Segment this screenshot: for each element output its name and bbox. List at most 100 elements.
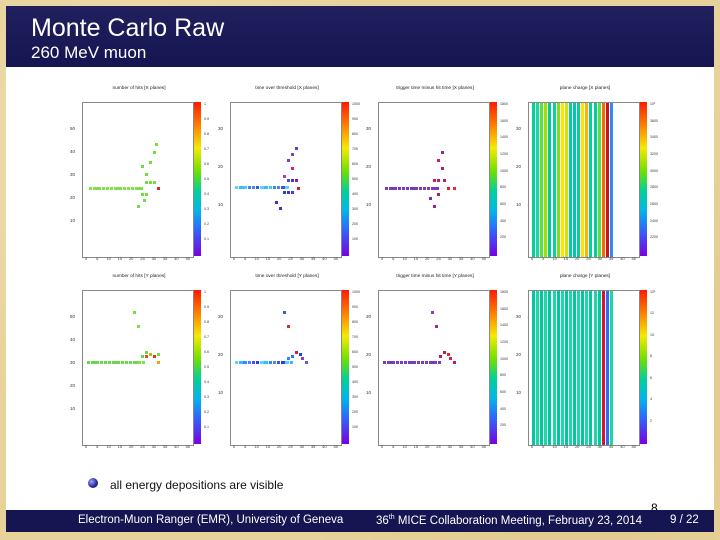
x-tick-label: 5	[244, 444, 247, 449]
hit-cell	[291, 179, 295, 183]
x-tick-label: 15	[117, 444, 123, 449]
hit-cell	[429, 197, 433, 201]
x-tick-label: 10	[254, 256, 259, 261]
x-tick-label: 0	[530, 444, 534, 449]
hit-cell	[283, 311, 287, 315]
hit-cell	[145, 351, 149, 355]
charge-stripe	[597, 291, 601, 445]
x-tick-label: 35	[458, 444, 464, 449]
y-tick-label: 30	[218, 126, 224, 131]
hit-cell	[285, 186, 289, 190]
x-tick-label: 40	[470, 256, 475, 261]
colorbar-label: 0.7	[204, 147, 209, 151]
x-axis: 0 5 10 15 20 25 30 35 40 45	[230, 444, 340, 454]
colorbar-label: 2800	[650, 185, 658, 190]
charge-stripe	[544, 291, 548, 445]
x-tick-label: 5	[392, 444, 395, 449]
y-tick-label: 10	[366, 202, 372, 207]
colorbar-label: 400	[352, 192, 358, 196]
colorbar-label: 600	[500, 390, 506, 394]
hit-cell	[408, 361, 412, 365]
colorbar-label: 800	[352, 132, 358, 136]
x-tick-label: 0	[232, 444, 236, 449]
plot-area	[230, 290, 342, 446]
colorbar	[194, 102, 201, 256]
hit-cell	[139, 187, 143, 191]
x-tick-label: 20	[574, 256, 580, 261]
hit-cell	[272, 186, 277, 190]
x-tick-label: 45	[631, 256, 636, 261]
hit-cell	[449, 357, 453, 361]
hit-cell	[433, 179, 437, 183]
hit-cell	[439, 355, 443, 359]
hit-cell	[120, 361, 124, 365]
hit-cell	[425, 361, 429, 365]
hit-cell	[243, 361, 247, 365]
x-tick-label: 30	[299, 256, 305, 261]
hit-cell	[437, 193, 441, 197]
hit-cell	[291, 355, 295, 359]
colorbar-label: 0.3	[204, 395, 209, 399]
hit-cell	[418, 187, 422, 191]
y-tick-label: 10	[218, 202, 224, 207]
colorbar-label: 200	[500, 235, 506, 240]
hit-cell	[416, 361, 420, 365]
colorbar-label: 12	[650, 311, 654, 316]
hit-cell	[283, 175, 287, 179]
x-tick-label: 0	[530, 256, 534, 261]
hit-cell	[141, 361, 145, 365]
hit-cell	[437, 159, 441, 163]
charge-stripe	[532, 291, 535, 445]
hit-cell	[264, 186, 268, 190]
colorbar	[194, 290, 201, 444]
plot-area	[82, 290, 194, 446]
plot-area	[378, 290, 490, 446]
hit-cell	[299, 353, 303, 357]
x-tick-label: 10	[552, 256, 557, 261]
hit-cell	[277, 186, 281, 190]
charge-stripe	[573, 291, 576, 445]
x-tick-label: 0	[380, 256, 384, 261]
hit-cell	[137, 361, 141, 365]
colorbar-label: 1800	[500, 290, 508, 294]
hit-cell	[260, 361, 264, 365]
charge-stripe	[601, 103, 605, 257]
panel-hits-y: number of hits [Y planes] 0 5 10 15 20 25 30 35…	[68, 274, 209, 456]
colorbar-label: 0.7	[204, 335, 209, 339]
colorbar	[640, 102, 647, 256]
hit-cell	[93, 187, 97, 191]
charge-stripe	[581, 103, 585, 257]
charge-stripe	[609, 103, 613, 257]
hit-cell	[279, 207, 283, 211]
hit-cell	[431, 187, 435, 191]
hit-cell	[429, 361, 433, 365]
colorbar-label: 0.2	[204, 410, 209, 414]
hit-cell	[268, 186, 272, 190]
panel-trigger-x: trigger time minus hit time [X planes] 0…	[364, 86, 508, 268]
colorbar-label: 0.4	[204, 192, 209, 196]
colorbar-label: 1	[204, 102, 206, 106]
x-tick-label: 40	[322, 256, 327, 261]
charge-stripe	[605, 291, 609, 445]
panel-charge-x: plane charge [X planes] 0 5 10 15 20 25 30 35 40…	[514, 86, 658, 268]
x-tick-label: 45	[631, 444, 636, 449]
x-tick-label: 25	[436, 256, 441, 261]
colorbar-label: 10³	[650, 102, 656, 106]
hit-cell	[89, 187, 93, 191]
colorbar-label: 0.3	[204, 207, 209, 211]
x-tick-label: 10	[402, 444, 407, 449]
x-tick-label: 5	[392, 256, 395, 261]
x-tick-label: 15	[265, 444, 271, 449]
x-tick-label: 30	[447, 256, 453, 261]
x-tick-label: 15	[563, 256, 569, 261]
hit-cell	[122, 187, 126, 191]
x-tick-label: 20	[424, 444, 430, 449]
y-tick-label: 30	[366, 126, 372, 131]
x-tick-label: 35	[608, 444, 614, 449]
x-tick-label: 35	[162, 256, 168, 261]
hit-cell	[295, 351, 299, 355]
colorbar	[640, 290, 647, 444]
x-tick-label: 45	[333, 256, 338, 261]
x-tick-label: 20	[128, 444, 134, 449]
colorbar-label: 1600	[500, 118, 508, 123]
